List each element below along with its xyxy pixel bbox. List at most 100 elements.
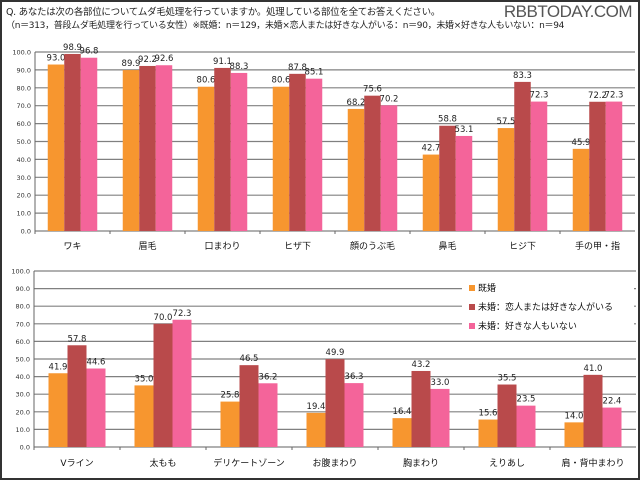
sample-note: （n＝313，普段ムダ毛処理を行っている女性）※既婚：n＝129，未婚×恋人また… [6,21,565,31]
legend-label: 未婚：恋人または好きな人がいる [478,301,613,313]
data-label: 36.3 [345,372,364,382]
bar [306,412,326,447]
data-label: 87.8 [288,63,307,73]
bar [47,64,65,231]
y-tick-label: 10.0 [16,426,30,434]
category-label: 太もも [149,457,176,469]
data-label: 92.6 [155,54,174,64]
bar [48,373,68,447]
data-label: 35.5 [498,374,517,384]
category-label: 肩・背中まわり [561,457,624,469]
data-label: 72.2 [588,91,607,101]
data-label: 92.2 [138,55,157,65]
category-label: ワキ [63,242,81,252]
bar [589,101,606,232]
bar [64,53,81,232]
bar [439,125,456,231]
bar [564,422,584,447]
legend-label: 未婚：好きな人もいない [478,320,577,332]
bar [583,374,603,447]
y-tick-label: 50.0 [16,356,30,364]
data-label: 15.6 [479,409,498,419]
data-label: 88.3 [230,62,249,72]
category-label: 鼻毛 [438,240,456,252]
data-label: 22.4 [603,397,622,407]
data-label: 85.1 [305,68,324,78]
data-label: 46.5 [240,354,259,364]
data-label: 49.9 [326,348,345,358]
y-tick-label: 10.0 [17,210,31,218]
y-tick-label: 90.0 [17,66,31,74]
data-label: 19.4 [307,402,326,412]
data-label: 98.9 [63,43,82,53]
bar [239,365,259,447]
category-label: Vライン [60,458,93,469]
bar [153,323,173,447]
y-tick-label: 70.0 [16,320,30,328]
bar [514,81,531,231]
category-label: 顔のうぶ毛 [350,240,395,252]
data-label: 44.6 [87,358,106,368]
brand-logo: RBBTODAY.COM [503,2,633,21]
data-label: 70.0 [154,313,173,323]
bar [139,65,156,231]
data-label: 83.3 [513,71,532,81]
y-tick-label: 0.0 [21,228,31,236]
bar [220,401,240,447]
data-label: 35.0 [135,374,154,384]
data-label: 57.5 [497,117,516,127]
bar [289,73,306,231]
y-tick-label: 20.0 [17,192,31,200]
bar [86,368,106,447]
y-tick-label: 60.0 [16,338,30,346]
legend-label: 既婚 [478,282,496,294]
bar [214,67,231,231]
y-tick-label: 90.0 [16,285,30,293]
data-label: 80.6 [197,76,216,86]
bar [497,128,515,231]
y-tick-label: 50.0 [17,138,31,146]
category-label: 眉毛 [138,240,156,252]
data-label: 58.8 [438,115,457,125]
data-label: 89.9 [122,59,141,69]
legend-box [462,279,634,337]
data-label: 43.2 [412,360,431,370]
bar [325,359,345,447]
bar [478,419,498,447]
category-label: えりあし [489,458,525,469]
data-label: 41.9 [49,362,68,372]
bar [411,370,431,447]
bar [392,418,412,447]
bar [422,154,440,231]
bar [602,407,622,447]
category-label: お腹まわり [312,457,357,469]
bar [67,345,87,447]
data-label: 57.8 [68,334,87,344]
data-label: 41.0 [584,364,603,374]
data-label: 36.2 [259,372,278,382]
bar [497,384,517,447]
legend-swatch [469,304,475,310]
data-label: 96.8 [80,47,99,57]
y-tick-label: 40.0 [16,373,30,381]
data-label: 70.2 [380,94,399,104]
y-tick-label: 60.0 [17,120,31,128]
y-tick-label: 80.0 [16,303,30,311]
bar [572,148,590,231]
bar [530,101,548,231]
data-label: 93.0 [47,54,66,64]
bar [258,383,278,447]
y-tick-label: 100.0 [11,268,30,276]
data-label: 72.3 [530,91,549,101]
bar [347,108,365,231]
legend-swatch [469,323,475,329]
data-label: 25.8 [221,391,240,401]
y-tick-label: 70.0 [17,102,31,110]
data-label: 33.0 [431,378,450,388]
y-tick-label: 100.0 [12,49,31,57]
category-label: ヒジ下 [509,241,536,252]
category-label: デリケートゾーン [213,457,285,469]
data-label: 80.6 [272,76,291,86]
question-text: Q. あなたは次の各部位についてムダ毛処理を行っていますか。処理している部位を全… [6,7,441,18]
